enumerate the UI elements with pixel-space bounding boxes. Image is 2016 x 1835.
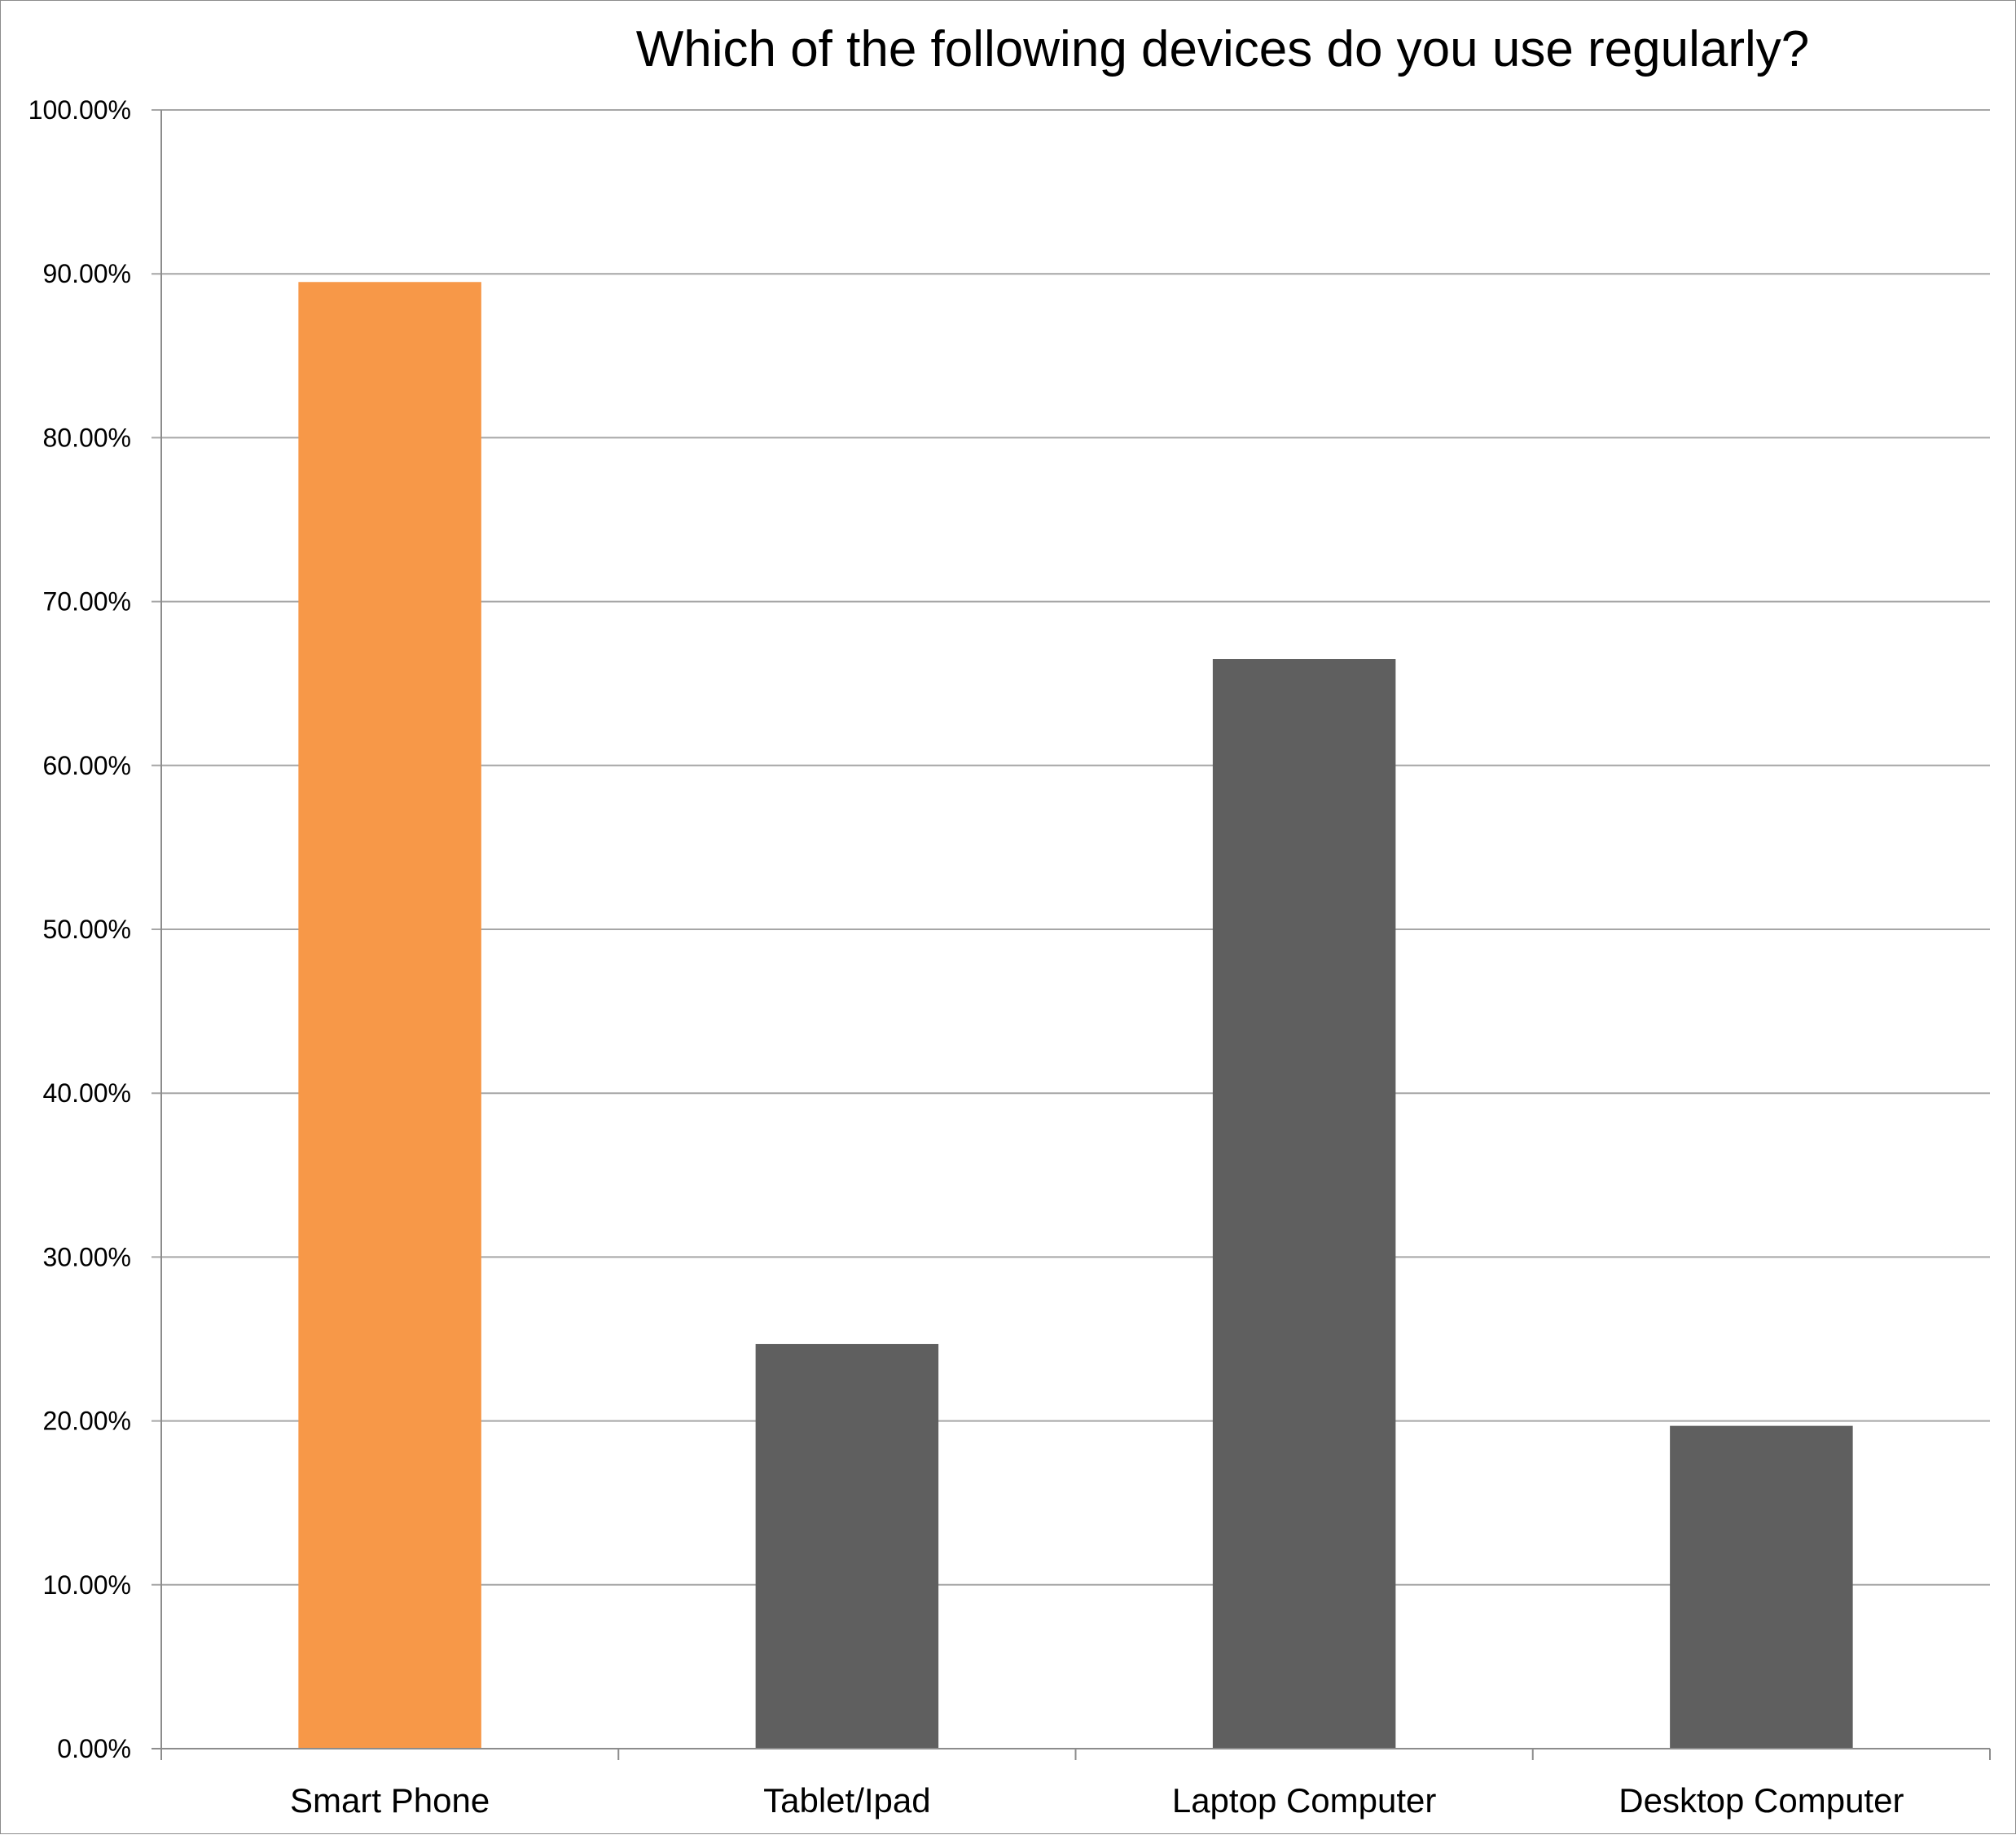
chart-title: Which of the following devices do you us… (636, 21, 1810, 77)
y-tick-label: 0.00% (57, 1734, 131, 1763)
y-axis-tick-labels: 0.00% 10.00% 20.00% 30.00% 40.00% 50.00% 60.00… (29, 95, 131, 1763)
x-tick-label: Tablet/Ipad (763, 1781, 931, 1820)
y-tick-label: 10.00% (42, 1570, 131, 1600)
x-axis-tick-labels: Smart Phone Tablet/Ipad Laptop Computer Des… (290, 1781, 1904, 1820)
y-tick-label: 20.00% (42, 1407, 131, 1436)
y-tick-label: 70.00% (42, 587, 131, 617)
y-tick-label: 40.00% (42, 1078, 131, 1108)
x-tick-label: Smart Phone (290, 1781, 490, 1820)
bar-desktop-computer (1670, 1425, 1853, 1749)
y-tick-label: 60.00% (42, 751, 131, 780)
y-tick-label: 80.00% (42, 423, 131, 452)
bars (298, 282, 1853, 1749)
y-tick-label: 90.00% (42, 259, 131, 288)
bar-smart-phone (298, 282, 481, 1749)
x-tick-label: Desktop Computer (1619, 1781, 1904, 1820)
y-tick-label: 100.00% (29, 95, 131, 125)
x-tick-label: Laptop Computer (1172, 1781, 1437, 1820)
y-tick-label: 50.00% (42, 915, 131, 944)
bar-tablet-ipad (755, 1344, 939, 1749)
y-tick-label: 30.00% (42, 1242, 131, 1271)
axes (152, 110, 1991, 1760)
bar-laptop-computer (1212, 659, 1396, 1749)
